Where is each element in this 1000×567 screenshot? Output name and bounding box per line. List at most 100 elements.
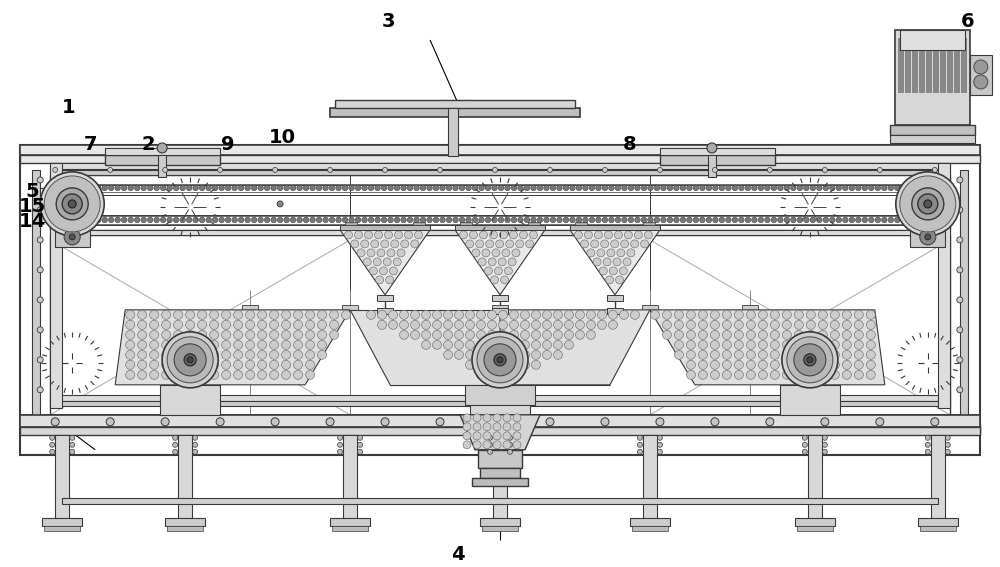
Circle shape — [616, 276, 624, 284]
Circle shape — [173, 185, 179, 191]
Circle shape — [794, 320, 803, 329]
Circle shape — [974, 75, 988, 89]
Circle shape — [770, 350, 779, 359]
Circle shape — [401, 240, 409, 248]
Circle shape — [210, 370, 219, 379]
Circle shape — [62, 194, 82, 214]
Circle shape — [499, 331, 507, 339]
Circle shape — [945, 449, 950, 454]
Circle shape — [376, 276, 384, 284]
Circle shape — [686, 331, 695, 339]
Circle shape — [830, 331, 839, 339]
Circle shape — [856, 217, 861, 223]
Circle shape — [797, 217, 803, 223]
Circle shape — [706, 185, 712, 191]
Bar — [465, 385, 535, 405]
Circle shape — [349, 185, 354, 191]
Bar — [158, 155, 166, 177]
Circle shape — [463, 414, 471, 422]
Circle shape — [524, 185, 530, 191]
Circle shape — [710, 361, 719, 369]
Circle shape — [154, 185, 159, 191]
Circle shape — [854, 310, 863, 319]
Circle shape — [258, 370, 267, 379]
Circle shape — [186, 350, 195, 359]
Circle shape — [802, 449, 807, 454]
Circle shape — [794, 344, 826, 376]
Circle shape — [914, 217, 920, 223]
Circle shape — [128, 185, 133, 191]
Circle shape — [875, 217, 881, 223]
Circle shape — [316, 185, 322, 191]
Circle shape — [488, 310, 497, 319]
Bar — [660, 155, 775, 165]
Circle shape — [37, 237, 43, 243]
Circle shape — [198, 331, 207, 339]
Circle shape — [70, 449, 75, 454]
Circle shape — [89, 217, 94, 223]
Circle shape — [294, 361, 303, 369]
Circle shape — [722, 370, 731, 379]
Circle shape — [336, 185, 341, 191]
Circle shape — [212, 185, 218, 191]
Circle shape — [830, 361, 839, 369]
Circle shape — [594, 231, 602, 239]
Circle shape — [698, 370, 707, 379]
Circle shape — [162, 361, 171, 369]
Circle shape — [693, 185, 699, 191]
Bar — [413, 222, 425, 225]
Bar — [890, 135, 975, 143]
Circle shape — [542, 320, 551, 329]
Circle shape — [401, 185, 406, 191]
Circle shape — [662, 310, 671, 319]
Circle shape — [126, 320, 135, 329]
Circle shape — [477, 340, 486, 349]
Circle shape — [477, 331, 486, 339]
Circle shape — [920, 229, 936, 245]
Circle shape — [162, 331, 171, 339]
Circle shape — [210, 340, 219, 349]
Circle shape — [531, 340, 540, 349]
Circle shape — [499, 320, 507, 329]
Bar — [20, 427, 980, 435]
Circle shape — [509, 231, 517, 239]
Circle shape — [856, 185, 861, 191]
Circle shape — [713, 185, 718, 191]
Circle shape — [395, 231, 403, 239]
Circle shape — [294, 370, 303, 379]
Circle shape — [349, 217, 354, 223]
Circle shape — [575, 310, 584, 319]
Bar — [343, 435, 357, 520]
Circle shape — [438, 167, 443, 172]
Circle shape — [758, 331, 767, 339]
Circle shape — [843, 217, 848, 223]
Text: 14: 14 — [19, 213, 46, 231]
Circle shape — [609, 267, 617, 275]
Circle shape — [710, 340, 719, 349]
Circle shape — [389, 310, 398, 319]
Circle shape — [115, 217, 120, 223]
Circle shape — [782, 332, 838, 388]
Circle shape — [596, 185, 601, 191]
Circle shape — [407, 217, 413, 223]
Circle shape — [162, 370, 171, 379]
Circle shape — [477, 361, 486, 369]
Circle shape — [518, 185, 523, 191]
Circle shape — [479, 185, 484, 191]
Circle shape — [550, 217, 556, 223]
Circle shape — [576, 185, 582, 191]
Circle shape — [888, 185, 894, 191]
Circle shape — [420, 185, 426, 191]
Circle shape — [378, 320, 387, 329]
Circle shape — [746, 350, 755, 359]
Circle shape — [484, 267, 492, 275]
Circle shape — [621, 240, 629, 248]
Circle shape — [491, 276, 499, 284]
Circle shape — [222, 370, 231, 379]
Circle shape — [64, 229, 80, 245]
Circle shape — [501, 276, 509, 284]
Circle shape — [238, 185, 244, 191]
Circle shape — [553, 310, 562, 319]
Circle shape — [222, 320, 231, 329]
Circle shape — [602, 217, 608, 223]
